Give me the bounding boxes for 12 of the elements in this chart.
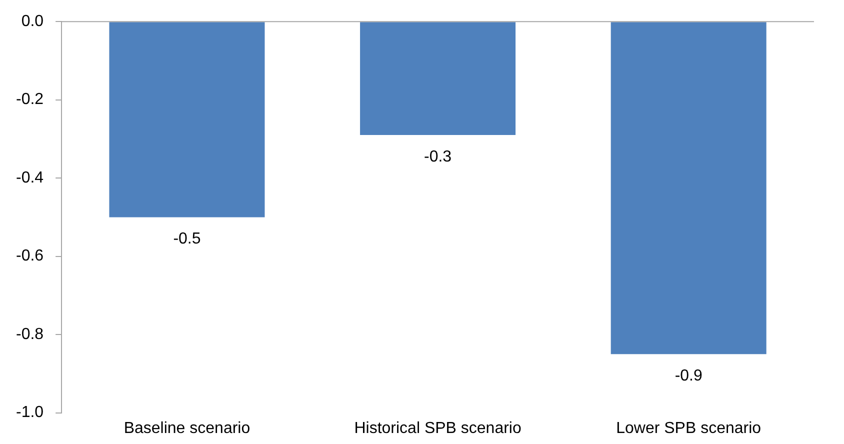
y-tick-label: -0.6 <box>16 248 44 265</box>
y-tick-label: -0.8 <box>16 326 44 343</box>
x-tick-label: Historical SPB scenario <box>354 420 522 437</box>
x-tick-label: Lower SPB scenario <box>616 420 762 437</box>
data-label: -0.3 <box>424 148 452 166</box>
y-tick-label: -0.2 <box>16 91 44 108</box>
y-tick-label: -1.0 <box>16 404 44 422</box>
x-tick-label: Baseline scenario <box>124 420 250 437</box>
y-tick-label: 0.0 <box>21 13 44 30</box>
data-label: -0.9 <box>674 368 702 385</box>
data-label: -0.5 <box>173 230 201 248</box>
y-tick-label: -0.4 <box>16 169 44 186</box>
